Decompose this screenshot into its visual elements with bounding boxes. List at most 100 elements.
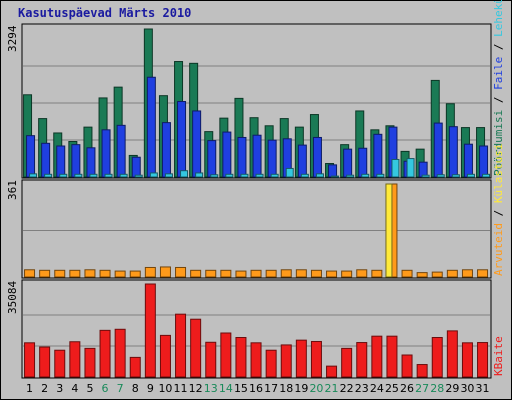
legend-middle: Arvuteid / Külastusi bbox=[492, 144, 505, 276]
bar-pages bbox=[180, 170, 189, 178]
panel-middle bbox=[21, 179, 492, 279]
bar-pages bbox=[315, 173, 324, 178]
bar-pages bbox=[104, 173, 113, 178]
bar-pages bbox=[270, 173, 279, 178]
bar-kbytes bbox=[477, 342, 489, 378]
bar-files bbox=[479, 145, 489, 178]
bar-pages bbox=[361, 173, 370, 178]
legend-bottom: KBaite bbox=[492, 336, 505, 376]
x-tick-label: 21 bbox=[325, 382, 339, 395]
bar-pages bbox=[406, 158, 415, 178]
bar-pages bbox=[225, 173, 234, 178]
bar-hosts bbox=[159, 266, 171, 278]
bar-files bbox=[252, 134, 262, 178]
x-tick-label: 16 bbox=[249, 382, 263, 395]
bar-hosts bbox=[461, 269, 473, 278]
bar-files bbox=[358, 147, 368, 178]
bar-hosts bbox=[310, 269, 322, 278]
bar-files bbox=[448, 126, 458, 178]
bar-files bbox=[41, 142, 51, 178]
bar-files bbox=[131, 156, 141, 178]
bar-pages bbox=[285, 167, 294, 178]
x-tick-label: 19 bbox=[294, 382, 308, 395]
bar-hosts bbox=[220, 269, 232, 278]
bar-files bbox=[343, 148, 353, 178]
bar-pages bbox=[59, 173, 68, 178]
bar-kbytes bbox=[356, 342, 368, 378]
bar-hosts bbox=[24, 269, 36, 278]
bar-hosts bbox=[326, 270, 338, 278]
bar-hosts bbox=[280, 269, 292, 278]
bar-hosts bbox=[54, 269, 66, 278]
bar-kbytes bbox=[295, 339, 307, 378]
bar-files bbox=[373, 133, 383, 178]
legend-hosts: Arvuteid bbox=[492, 223, 505, 276]
x-tick-label: 29 bbox=[445, 382, 459, 395]
legend-kbytes: KBaite bbox=[492, 336, 505, 376]
y-max-label-top: 3294 bbox=[6, 25, 19, 52]
x-tick-label: 14 bbox=[219, 382, 233, 395]
x-tick-label: 10 bbox=[158, 382, 172, 395]
chart-title: Kasutuspäevad Märts 2010 bbox=[18, 6, 192, 20]
bar-kbytes bbox=[326, 365, 338, 378]
bar-pages bbox=[482, 173, 491, 178]
bar-kbytes bbox=[159, 334, 171, 378]
bar-hosts bbox=[356, 269, 368, 278]
legend-pages: Lehekülgi bbox=[492, 0, 505, 37]
bar-kbytes bbox=[401, 354, 413, 378]
bar-pages bbox=[346, 174, 355, 178]
x-tick-label: 8 bbox=[132, 382, 139, 395]
bar-kbytes bbox=[371, 335, 383, 378]
x-tick-label: 15 bbox=[234, 382, 248, 395]
bar-pages bbox=[134, 174, 143, 178]
bar-pages bbox=[164, 173, 173, 178]
bar-files bbox=[267, 139, 277, 178]
bar-files bbox=[207, 140, 217, 178]
bar-kbytes bbox=[175, 313, 187, 378]
x-tick-label: 24 bbox=[370, 382, 384, 395]
bar-hosts bbox=[175, 266, 187, 278]
bar-hosts bbox=[99, 269, 111, 278]
bar-hosts bbox=[39, 269, 51, 278]
bar-visits-mid bbox=[385, 183, 393, 278]
x-tick-label: 17 bbox=[264, 382, 278, 395]
x-tick-label: 12 bbox=[189, 382, 203, 395]
bar-hosts bbox=[477, 269, 489, 278]
legend-top: Pöördumisi / Faile / Lehekülgi bbox=[492, 0, 505, 176]
bar-kbytes bbox=[24, 342, 36, 378]
bar-pages bbox=[44, 173, 53, 178]
x-tick-label: 13 bbox=[204, 382, 218, 395]
bar-kbytes bbox=[431, 337, 443, 378]
bar-kbytes bbox=[280, 344, 292, 378]
bar-hosts bbox=[235, 270, 247, 278]
bar-kbytes bbox=[144, 283, 156, 378]
bar-pages bbox=[195, 172, 204, 178]
bar-hosts bbox=[190, 269, 202, 278]
y-max-label-bottom: 35084 bbox=[6, 281, 19, 314]
bar-hosts bbox=[431, 271, 443, 278]
bar-kbytes bbox=[341, 347, 353, 378]
bar-hosts bbox=[144, 266, 156, 278]
bar-pages bbox=[210, 174, 219, 178]
bar-kbytes bbox=[84, 347, 96, 378]
bar-hosts bbox=[371, 269, 383, 278]
bar-kbytes bbox=[114, 328, 126, 378]
bar-files bbox=[161, 122, 171, 178]
bar-kbytes bbox=[235, 337, 247, 378]
bar-files bbox=[237, 136, 247, 178]
x-tick-label: 5 bbox=[86, 382, 93, 395]
bar-kbytes bbox=[54, 349, 66, 378]
bar-kbytes bbox=[461, 342, 473, 378]
bar-hosts bbox=[129, 270, 141, 278]
bar-pages bbox=[331, 175, 340, 178]
bar-files bbox=[71, 144, 81, 178]
bar-kbytes bbox=[416, 364, 428, 378]
bar-hosts bbox=[114, 270, 126, 278]
bar-files bbox=[192, 110, 202, 178]
bar-kbytes bbox=[265, 349, 277, 378]
legend-visits-mid: Külastusi bbox=[492, 144, 505, 204]
bar-files bbox=[26, 135, 36, 178]
x-tick-label: 31 bbox=[476, 382, 490, 395]
bar-files bbox=[86, 147, 96, 178]
